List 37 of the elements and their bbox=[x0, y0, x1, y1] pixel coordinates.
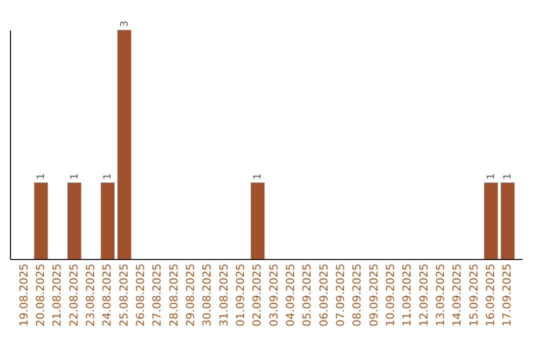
data-label: 1 bbox=[102, 173, 114, 180]
data-label: 3 bbox=[119, 20, 130, 27]
x-tick-label: 29.08.2025 bbox=[184, 264, 197, 326]
data-label: 1 bbox=[36, 173, 47, 180]
data-label: 1 bbox=[486, 173, 497, 180]
x-tick-label: 09.09.2025 bbox=[367, 264, 380, 326]
x-tick-label: 25.08.2025 bbox=[117, 264, 130, 326]
x-tick-label: 24.08.2025 bbox=[100, 264, 114, 326]
x-tick-label: 22.08.2025 bbox=[67, 264, 80, 326]
x-tick-label: 28.08.2025 bbox=[167, 264, 180, 326]
x-tick-label: 23.08.2025 bbox=[84, 264, 97, 326]
x-tick-label: 14.09.2025 bbox=[450, 264, 464, 326]
data-label: 1 bbox=[252, 173, 264, 180]
x-tick-label: 31.08.2025 bbox=[217, 264, 230, 326]
x-tick-label: 10.09.2025 bbox=[384, 264, 397, 326]
x-tick-label: 11.09.2025 bbox=[400, 264, 414, 326]
x-tick-label: 04.09.2025 bbox=[284, 264, 297, 326]
x-tick-label: 08.09.2025 bbox=[350, 264, 364, 326]
x-tick-label: 20.08.2025 bbox=[34, 264, 47, 326]
x-tick-label: 15.09.2025 bbox=[467, 264, 480, 326]
x-tick-label: 26.08.2025 bbox=[134, 264, 147, 326]
x-tick-label: 01.09.2025 bbox=[234, 264, 247, 326]
x-tick-label: 27.08.2025 bbox=[150, 264, 164, 326]
x-tick-label: 13.09.2025 bbox=[434, 264, 447, 326]
x-tick-label: 21.08.2025 bbox=[50, 264, 64, 326]
x-tick-label: 12.09.2025 bbox=[417, 264, 430, 326]
data-label: 1 bbox=[502, 173, 514, 180]
x-tick-label: 30.08.2025 bbox=[200, 264, 214, 326]
x-tick-label: 19.08.2025 bbox=[17, 264, 30, 326]
x-tick-label: 03.09.2025 bbox=[267, 264, 280, 326]
x-tick-label: 17.09.2025 bbox=[500, 264, 514, 326]
x-tick-label: 16.09.2025 bbox=[484, 264, 497, 326]
x-tick-label: 05.09.2025 bbox=[300, 264, 314, 326]
x-tick-label: 02.09.2025 bbox=[250, 264, 264, 326]
data-label: 1 bbox=[69, 173, 80, 180]
x-tick-label: 07.09.2025 bbox=[334, 264, 347, 326]
x-tick-label: 06.09.2025 bbox=[317, 264, 330, 326]
